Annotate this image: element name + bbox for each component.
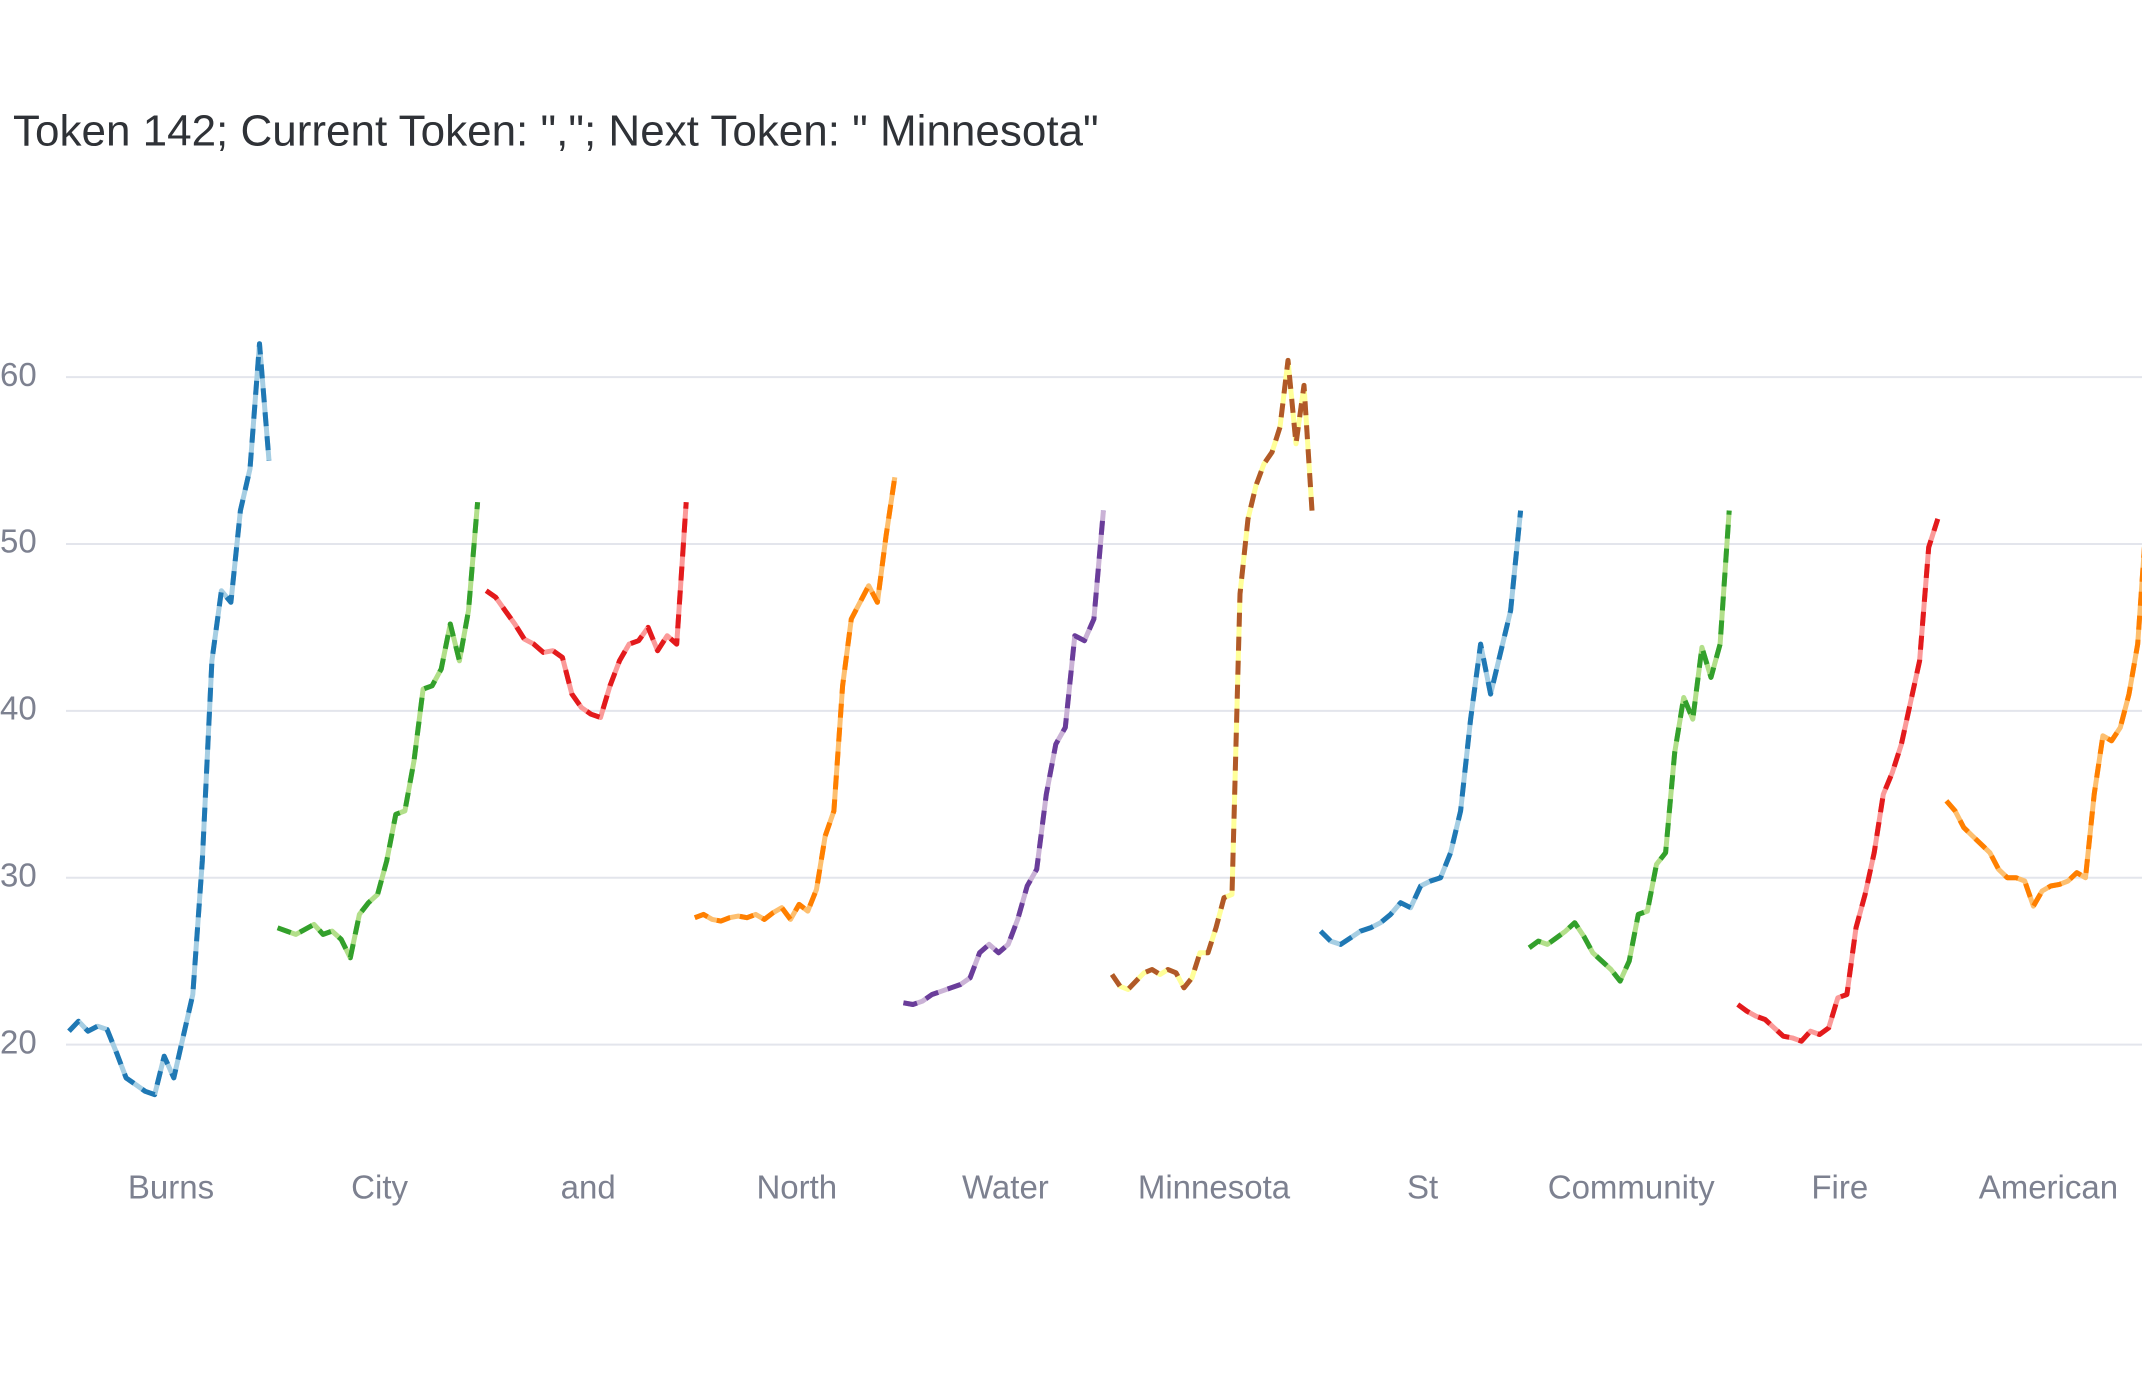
x-tick-label: City xyxy=(351,1169,408,1206)
series-line-dark xyxy=(693,476,898,924)
x-tick-label: Minnesota xyxy=(1138,1169,1291,1206)
series-line-dark xyxy=(67,341,272,1098)
x-tick-label: St xyxy=(1407,1169,1438,1206)
y-tick-label: 40 xyxy=(0,690,37,727)
series-line-dark xyxy=(1109,357,1315,992)
series-line-dark xyxy=(1318,510,1524,947)
x-tick-label: Burns xyxy=(128,1169,214,1206)
y-tick-label: 50 xyxy=(0,523,37,560)
series-line xyxy=(1527,510,1732,984)
series-line xyxy=(484,502,689,720)
series-line xyxy=(902,510,1106,1007)
x-tick-label: American xyxy=(1979,1169,2118,1206)
chart-title: Token 142; Current Token: ","; Next Toke… xyxy=(13,107,1099,156)
series-line-dark xyxy=(276,501,481,961)
x-tick-label: Community xyxy=(1548,1169,1715,1206)
series-line-dark xyxy=(902,510,1106,1007)
series-line-dark xyxy=(1736,518,1941,1044)
x-tick-label: Water xyxy=(962,1169,1049,1206)
series-line xyxy=(1109,357,1315,992)
series-line xyxy=(1736,518,1941,1044)
series-line xyxy=(67,341,272,1098)
y-tick-label: 60 xyxy=(0,356,37,393)
x-tick-label: and xyxy=(561,1169,616,1206)
series-line-dark xyxy=(1944,546,2142,909)
series-line-dark xyxy=(484,502,689,720)
series-line-dark xyxy=(1527,510,1732,984)
x-tick-label: North xyxy=(756,1169,837,1206)
series-line xyxy=(1318,510,1524,947)
y-tick-label: 30 xyxy=(0,856,37,893)
x-tick-label: Fire xyxy=(1811,1169,1868,1206)
series-line xyxy=(1944,546,2142,909)
y-tick-label: 20 xyxy=(0,1023,37,1060)
